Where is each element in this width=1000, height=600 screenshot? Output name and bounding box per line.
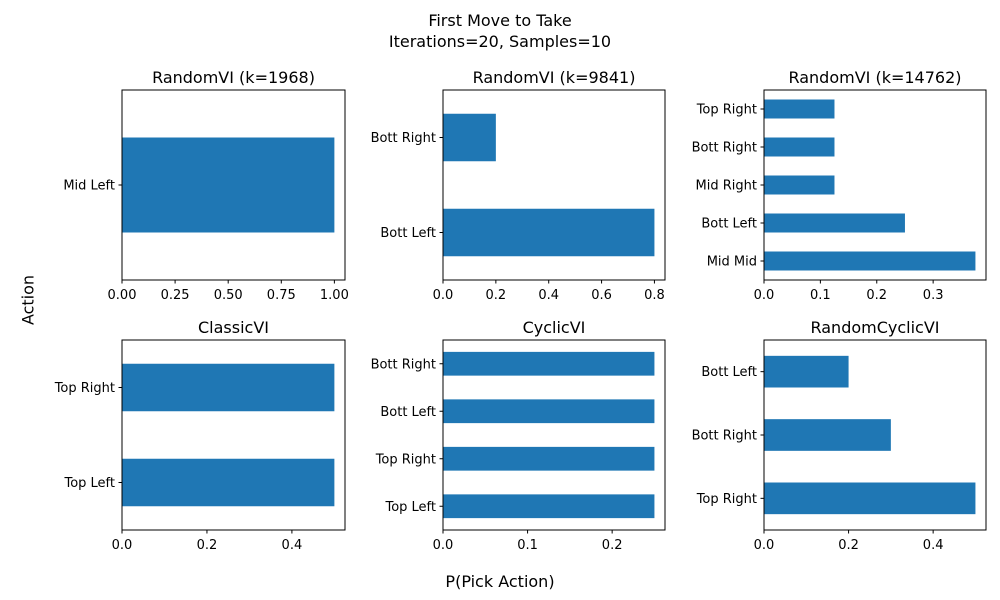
panel5-xtick-label: 0.2 <box>602 538 623 553</box>
panel5-xtick-label: 0.1 <box>517 538 538 553</box>
panel1-bar <box>122 137 335 233</box>
panel3-ytick-label: Mid Mid <box>707 255 757 270</box>
panel3-ytick-label: Bott Left <box>701 217 757 232</box>
panel6-bar <box>764 419 891 451</box>
y-axis-label: Action <box>18 274 38 326</box>
panel6-title: RandomCyclicVI <box>810 318 939 337</box>
panel2-frame <box>442 89 666 281</box>
panel5-ytick-label: Bott Right <box>371 357 436 372</box>
panel3-frame <box>763 89 987 281</box>
panel3-bar <box>764 99 835 119</box>
panel5-ytick-label: Bott Left <box>380 405 436 420</box>
panel4-xtick-label: 0.2 <box>197 538 218 553</box>
panel6-ytick-label: Bott Left <box>701 365 757 380</box>
panel1-title: RandomVI (k=1968) <box>152 68 315 87</box>
panel3-bar <box>764 175 835 195</box>
panel3-bar <box>764 213 905 233</box>
panel2-bar <box>443 113 496 162</box>
panel3-xtick-label: 0.3 <box>923 288 944 303</box>
x-axis-label: P(Pick Action) <box>445 572 555 591</box>
panel2-ytick-label: Bott Right <box>371 131 436 146</box>
panel3-title: RandomVI (k=14762) <box>788 68 961 87</box>
panel6-frame <box>763 339 987 531</box>
panel5-title: CyclicVI <box>523 318 586 337</box>
panel1-xtick-label: 1.00 <box>320 288 349 303</box>
figure-subtitle: Iterations=20, Samples=10 <box>388 32 612 51</box>
panel5-bar <box>443 399 655 424</box>
panel4-title: ClassicVI <box>198 318 269 337</box>
panel4-bar <box>122 363 335 412</box>
panel3-xtick-label: 0.0 <box>754 288 775 303</box>
panel1-xtick-label: 0.00 <box>108 288 137 303</box>
panel1-frame <box>121 89 346 281</box>
panel2-xtick-label: 0.2 <box>486 288 507 303</box>
panel6-ytick-label: Top Right <box>696 492 757 507</box>
panel2-ytick-label: Bott Left <box>380 226 436 241</box>
panel6-bar <box>764 482 976 515</box>
panel4-ytick-label: Top Right <box>54 381 115 396</box>
panel6-xtick-label: 0.4 <box>923 538 944 553</box>
panel4-ytick-label: Top Left <box>63 476 115 491</box>
panel5-xtick-label: 0.0 <box>433 538 454 553</box>
panel1-xtick-label: 0.25 <box>161 288 190 303</box>
panel4-bar <box>122 458 335 507</box>
panel6-bar <box>764 355 849 388</box>
panel5-bar <box>443 351 655 376</box>
panel6-ytick-label: Bott Right <box>692 429 757 444</box>
panel2-xtick-label: 0.0 <box>433 288 454 303</box>
panel6-xtick-label: 0.0 <box>754 538 775 553</box>
panel2-xtick-label: 0.6 <box>591 288 612 303</box>
panel3-bar <box>764 251 976 271</box>
panel5-bar <box>443 494 655 519</box>
panel3-bar <box>764 137 835 157</box>
panel3-ytick-label: Top Right <box>696 103 757 118</box>
panel4-xtick-label: 0.4 <box>282 538 303 553</box>
panel2-xtick-label: 0.8 <box>644 288 665 303</box>
panel2-bar <box>443 208 655 257</box>
panel1-xtick-label: 0.75 <box>267 288 296 303</box>
panel5-ytick-label: Top Right <box>375 452 436 467</box>
panel3-ytick-label: Mid Right <box>696 179 757 194</box>
panel6-xtick-label: 0.2 <box>838 538 859 553</box>
panel5-frame <box>442 339 666 531</box>
panel3-xtick-label: 0.1 <box>810 288 831 303</box>
panel3-ytick-label: Bott Right <box>692 141 757 156</box>
panel4-xtick-label: 0.0 <box>112 538 133 553</box>
panel4-frame <box>121 339 346 531</box>
panel1-ytick-label: Mid Left <box>63 179 115 194</box>
panel3-xtick-label: 0.2 <box>866 288 887 303</box>
panel5-bar <box>443 446 655 471</box>
panel5-ytick-label: Top Left <box>384 500 436 515</box>
panel1-xtick-label: 0.50 <box>214 288 243 303</box>
panel2-title: RandomVI (k=9841) <box>473 68 636 87</box>
figure-title: First Move to Take <box>428 11 572 30</box>
panel2-xtick-label: 0.4 <box>538 288 559 303</box>
